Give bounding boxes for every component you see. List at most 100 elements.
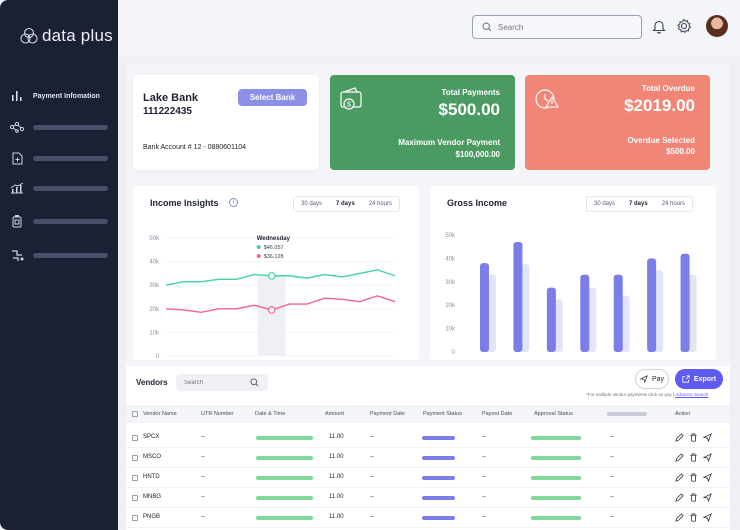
tab-7-days[interactable]: 7 days xyxy=(329,197,362,211)
edit-icon[interactable] xyxy=(675,493,684,502)
column-header[interactable]: Payment Status xyxy=(423,411,462,417)
extra-column-value: -- xyxy=(610,514,614,520)
send-icon[interactable] xyxy=(703,473,712,482)
send-icon xyxy=(639,375,648,383)
send-icon[interactable] xyxy=(703,433,712,442)
sidebar-item-documents[interactable] xyxy=(10,148,110,168)
table-row[interactable]: MNBG -- 11.00 -- -- -- xyxy=(126,488,730,508)
tab-30-days[interactable]: 30 days xyxy=(594,201,616,207)
y-tick-label: 0 xyxy=(156,354,160,360)
sidebar-item-transfer[interactable] xyxy=(10,245,110,265)
tooltip-value: $46.057 xyxy=(264,245,284,251)
export-button[interactable]: Export xyxy=(675,369,723,389)
sidebar-item-network[interactable] xyxy=(10,117,110,137)
delete-icon[interactable] xyxy=(689,453,698,462)
tab-30-days[interactable]: 30 days xyxy=(301,201,323,207)
sidebar-item-payment-information[interactable]: Payment Infomation xyxy=(10,86,110,106)
column-header[interactable]: Payout Date xyxy=(482,411,513,417)
sidebar-item-placeholder xyxy=(33,252,108,258)
avatar[interactable] xyxy=(706,15,728,37)
sidebar-item-analytics[interactable] xyxy=(10,178,110,198)
advance-search-link[interactable]: Advance Search xyxy=(675,392,709,397)
row-actions xyxy=(675,453,712,462)
edit-icon[interactable] xyxy=(675,433,684,442)
payout-date: -- xyxy=(482,514,486,520)
y-tick-label: 0 xyxy=(452,350,456,356)
y-tick-label: 50k xyxy=(445,233,456,239)
table-row[interactable]: PNGB -- 11.00 -- -- -- xyxy=(126,508,730,528)
y-tick-label: 30k xyxy=(149,283,160,289)
send-icon[interactable] xyxy=(703,493,712,502)
edit-icon[interactable] xyxy=(675,513,684,522)
series-line xyxy=(165,295,396,314)
vendors-search-input[interactable] xyxy=(184,379,250,386)
row-actions xyxy=(675,513,712,522)
payout-date: -- xyxy=(482,474,486,480)
row-checkbox[interactable] xyxy=(132,435,138,441)
payout-date: -- xyxy=(482,494,486,500)
payout-date: -- xyxy=(482,434,486,440)
table-row[interactable]: HNTD -- 11.00 -- -- -- xyxy=(126,468,730,488)
logo[interactable]: data plus xyxy=(20,26,113,46)
income-insights-card: Income Insights i 30 days 7 days 24 hour… xyxy=(133,186,419,360)
overdue-selected-label: Overdue Selected xyxy=(627,136,695,145)
extra-column-value: -- xyxy=(610,494,614,500)
total-payments-card: $ Total Payments $500.00 Maximum Vendor … xyxy=(330,75,515,170)
edit-icon[interactable] xyxy=(675,453,684,462)
delete-icon[interactable] xyxy=(689,433,698,442)
payment-status-pill xyxy=(422,436,455,440)
network-icon xyxy=(10,120,24,134)
row-checkbox[interactable] xyxy=(132,455,138,461)
bank-name: Lake Bank xyxy=(143,92,199,104)
row-checkbox[interactable] xyxy=(132,475,138,481)
row-checkbox[interactable] xyxy=(132,495,138,501)
tab-7-days[interactable]: 7 days xyxy=(622,197,655,211)
payment-status-pill xyxy=(422,456,455,460)
tab-24-hours[interactable]: 24 hours xyxy=(661,201,686,207)
select-all-checkbox[interactable] xyxy=(132,411,138,417)
settings-gear-icon[interactable] xyxy=(675,17,693,35)
send-icon[interactable] xyxy=(703,453,712,462)
column-header[interactable]: Amount xyxy=(325,411,344,417)
series-line xyxy=(165,269,396,286)
table-row[interactable]: MSCO -- 11.00 -- -- -- xyxy=(126,448,730,468)
edit-icon[interactable] xyxy=(675,473,684,482)
amount: 11.00 xyxy=(329,454,344,460)
document-plus-icon xyxy=(10,151,24,165)
bar-secondary xyxy=(654,270,664,352)
notification-bell-icon[interactable] xyxy=(650,17,668,35)
column-header[interactable]: Date & Time xyxy=(255,411,286,417)
table-row[interactable]: SPCX -- 11.00 -- -- -- xyxy=(126,428,730,448)
tab-24-hours[interactable]: 24 hours xyxy=(368,201,393,207)
vendor-name: HNTD xyxy=(143,474,160,480)
payment-date: -- xyxy=(370,474,374,480)
date-time-pill xyxy=(256,436,313,440)
send-icon[interactable] xyxy=(703,513,712,522)
search-box[interactable] xyxy=(472,15,642,39)
vendors-search-box[interactable] xyxy=(176,374,268,391)
search-input[interactable] xyxy=(498,22,628,32)
bar-secondary xyxy=(620,295,630,352)
info-icon[interactable]: i xyxy=(229,198,238,207)
total-payments-label: Total Payments xyxy=(441,88,500,97)
column-header[interactable]: Payment Date xyxy=(370,411,405,417)
delete-icon[interactable] xyxy=(689,493,698,502)
total-overdue-label: Total Overdue xyxy=(641,84,695,93)
logo-text: data plus xyxy=(42,26,113,45)
pay-button[interactable]: Pay xyxy=(635,369,669,389)
tooltip-value: $36.128 xyxy=(264,254,284,260)
sidebar-item-device[interactable] xyxy=(10,211,110,231)
date-time-pill xyxy=(256,456,313,460)
delete-icon[interactable] xyxy=(689,513,698,522)
select-bank-button[interactable]: Select Bank xyxy=(238,89,307,106)
payment-date: -- xyxy=(370,494,374,500)
max-vendor-payment-label: Maximum Vendor Payment xyxy=(398,138,500,147)
column-header[interactable]: Approval Status xyxy=(534,411,573,417)
column-header[interactable]: Vendor Name xyxy=(143,411,177,417)
table-header: Vendor Name UTR Number Date & Time Amoun… xyxy=(126,405,730,423)
column-header[interactable]: UTR Number xyxy=(201,411,234,417)
bar-secondary xyxy=(487,274,496,352)
row-checkbox[interactable] xyxy=(132,515,138,521)
delete-icon[interactable] xyxy=(689,473,698,482)
highlight-point xyxy=(267,271,276,280)
